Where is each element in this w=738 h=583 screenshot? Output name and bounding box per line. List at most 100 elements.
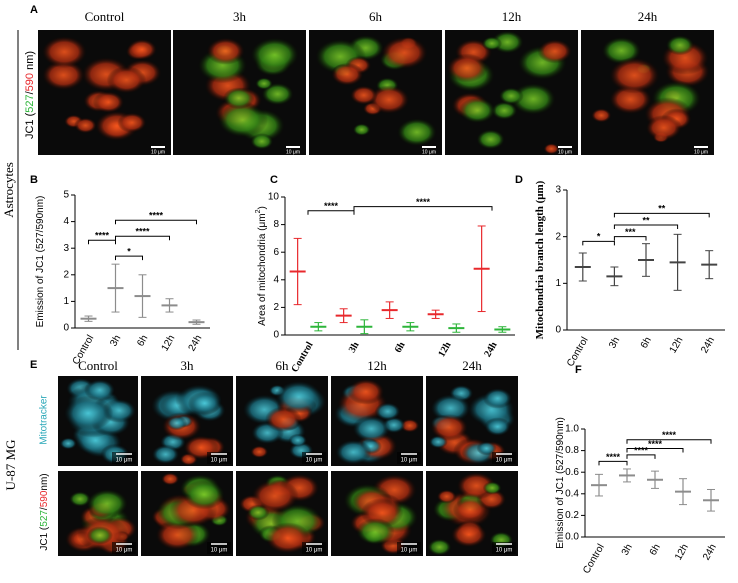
significance-label: **** [416,197,431,207]
stain [74,117,98,134]
y-tick-label: 3 [555,185,561,196]
scale-bar-label: 10 μm [151,149,165,155]
stain [41,59,86,91]
significance-bracket [598,460,628,466]
significance-bracket [115,219,197,225]
stain [166,415,188,431]
stain [223,87,255,110]
image-title: 6h [276,358,290,373]
scale-box [112,452,136,464]
y-tick-label: 0.4 [565,488,579,499]
scale-bar-label: 10 μm [211,548,228,554]
scale-bar-label: 10 μm [306,548,323,554]
significance-bracket [307,210,355,215]
label-part: / [24,90,36,94]
axis-label: Mitochondria branch length (μm) [534,180,546,339]
scale-bar-label: 10 μm [401,548,418,554]
significance-label: **** [149,211,164,221]
image-title: 24h [462,358,482,373]
label-part: nm) [39,473,50,490]
stain [250,479,299,513]
y-tick-label: 2 [63,269,69,280]
scale-bar-label: 10 μm [116,458,133,464]
scale-bar-label: 10 μm [401,458,418,464]
stain [334,439,372,466]
y-tick-label: 4 [63,216,69,227]
label-part: 2 [255,209,262,213]
y-tick-label: 0 [273,330,279,341]
scale-bar-label: 10 μm [116,548,133,554]
label-part: Emission of JC1 (527/590nm) [35,196,46,328]
scale-box [302,542,326,554]
x-tick-label: 3h [108,333,123,348]
significance-label: **** [662,430,677,440]
significance-bracket [353,206,493,211]
significance-label: *** [625,227,636,237]
label-part: / [39,507,50,510]
stain [274,380,323,414]
y-tick-label: 3 [63,243,69,254]
significance-bracket [613,224,679,229]
axis-label: JC1 (527/590 nm) [24,51,36,139]
y-tick-label: 1 [63,296,69,307]
stain [509,82,557,116]
stain [250,445,269,459]
stain [482,387,513,409]
x-tick-label: 3h [347,340,362,355]
x-tick-label: 6h [135,333,150,348]
stain [347,378,385,405]
stain [374,402,401,421]
significance-label: **** [648,439,663,449]
image-title: 3h [233,9,247,24]
scale-box [397,452,421,464]
stain [543,143,560,155]
image-title: 12h [502,9,522,24]
y-tick-label: 1 [555,278,561,289]
stain [450,521,488,548]
axis-label: Emission of JC1 (527/590nm) [35,196,46,328]
scale-bar-label: 10 μm [286,149,300,155]
label-part: Mitochondria branch length (μm) [534,180,546,339]
image-title: 24h [638,9,658,24]
label-part: 527 [39,510,50,527]
label-part: nm) [24,51,36,73]
x-tick-label: 3h [620,542,635,557]
x-tick-label: 6h [639,335,654,350]
stain [458,97,497,124]
stain [86,526,113,545]
x-tick-label: 12h [160,333,178,353]
y-tick-label: 0.0 [565,532,579,543]
y-tick-label: 1.0 [565,424,579,435]
stain [475,129,506,150]
stain [63,395,114,431]
axis-label: Emission of JC1 (527/590nm) [555,417,566,549]
x-tick-label: Control [581,542,607,575]
significance-bracket [88,239,116,245]
scale-bar-label: 10 μm [422,149,436,155]
axis-label: Area of mitochondria (μm2) [255,206,267,326]
scale-box [207,542,231,554]
significance-bracket [115,255,143,261]
stain [355,518,395,546]
y-tick-label: 8 [273,219,279,230]
x-tick-label: 24h [701,542,719,562]
significance-bracket [613,236,647,241]
stain [429,414,469,441]
scale-bar-label: 10 μm [306,458,323,464]
stain [249,133,274,150]
label-part: 527 [24,94,36,112]
y-tick-label: 6 [273,247,279,258]
stain [84,378,116,402]
significance-label: **** [634,445,649,455]
significance-bracket [582,240,615,246]
stain [427,538,452,556]
significance-label: * [127,247,131,257]
image-title: 6h [369,9,383,24]
y-tick-label: 0.8 [565,445,579,456]
stain [446,53,488,83]
x-tick-label: 24h [187,333,205,353]
x-tick-label: 24h [482,340,500,359]
y-tick-label: 5 [63,190,69,201]
stain [590,108,612,123]
